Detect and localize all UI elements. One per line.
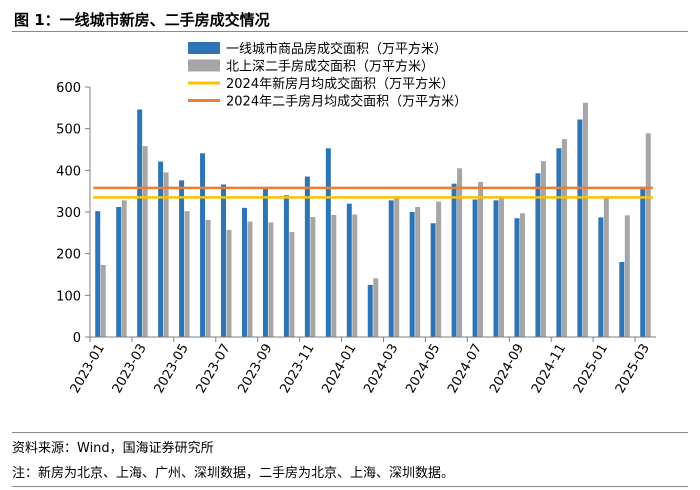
bar-s1-2025-02 bbox=[624, 215, 630, 337]
bar-s1-2023-09 bbox=[268, 222, 274, 337]
y-tick-label-0: 0 bbox=[73, 331, 81, 346]
bar-s0-2024-06 bbox=[451, 183, 457, 337]
x-tick-label-2023-05: 2023-05 bbox=[152, 342, 192, 397]
bar-s0-2024-08 bbox=[493, 200, 499, 337]
bar-s1-2023-05 bbox=[184, 211, 190, 337]
x-tick-label-2024-07: 2024-07 bbox=[445, 342, 485, 397]
average-lines bbox=[93, 186, 653, 199]
legend-label-2: 2024年新房月均成交面积（万平方米） bbox=[226, 76, 454, 92]
bar-s1-2024-08 bbox=[499, 196, 505, 337]
bar-s1-2024-02 bbox=[373, 278, 379, 337]
bar-s1-2024-03 bbox=[394, 197, 400, 337]
legend-label-3: 2024年二手房月均成交面积（万平方米） bbox=[226, 94, 467, 110]
chart: 一线城市商品房成交面积（万平方米） 北上深二手房成交面积（万平方米）2024年新房… bbox=[56, 41, 656, 397]
bar-s1-2024-09 bbox=[519, 213, 525, 337]
bar-s0-2023-11 bbox=[304, 176, 310, 337]
bar-s0-2024-10 bbox=[535, 173, 541, 337]
x-tick-label-2024-01: 2024-01 bbox=[319, 342, 359, 397]
bar-s1-2023-08 bbox=[247, 221, 253, 337]
bar-s1-2023-07 bbox=[226, 229, 232, 337]
x-tick-label-2024-03: 2024-03 bbox=[361, 342, 401, 397]
bar-s1-2024-01 bbox=[352, 214, 358, 337]
bar-s0-2024-04 bbox=[409, 212, 415, 337]
bar-s0-2024-02 bbox=[367, 284, 373, 337]
x-tick-label-2023-01: 2023-01 bbox=[68, 342, 108, 397]
note-text: 注：新房为北京、上海、广州、深圳数据，二手房为北京、上海、深圳数据。 bbox=[12, 466, 455, 481]
y-tick-label-5: 500 bbox=[56, 123, 81, 138]
y-tick-label-6: 600 bbox=[56, 81, 81, 96]
bottom-rule bbox=[12, 486, 688, 487]
bar-s0-2025-01 bbox=[598, 217, 604, 337]
legend-swatch-0 bbox=[188, 42, 220, 54]
bar-s0-2023-03 bbox=[137, 109, 143, 337]
bar-s0-2024-03 bbox=[388, 200, 394, 337]
legend: 一线城市商品房成交面积（万平方米） 北上深二手房成交面积（万平方米）2024年新房… bbox=[188, 41, 467, 110]
bars bbox=[95, 102, 651, 337]
bar-s0-2024-12 bbox=[577, 119, 583, 337]
bar-s0-2023-06 bbox=[200, 153, 206, 337]
y-tick-label-3: 300 bbox=[56, 206, 81, 221]
x-tick-label-2025-01: 2025-01 bbox=[571, 342, 611, 397]
bar-s0-2023-08 bbox=[241, 207, 247, 337]
bar-s0-2023-07 bbox=[221, 184, 227, 337]
bar-s0-2023-02 bbox=[116, 207, 122, 337]
x-tick-label-2023-11: 2023-11 bbox=[277, 342, 317, 397]
bar-s0-2023-12 bbox=[325, 148, 331, 337]
x-tick-label-2025-03: 2025-03 bbox=[613, 342, 653, 397]
x-tick-label-2023-03: 2023-03 bbox=[110, 342, 150, 397]
y-tick-label-4: 400 bbox=[56, 164, 81, 179]
bar-s1-2025-03 bbox=[645, 133, 651, 337]
bar-s1-2024-04 bbox=[415, 207, 421, 337]
bar-s1-2025-01 bbox=[603, 197, 609, 337]
bar-s0-2023-10 bbox=[283, 195, 289, 337]
x-tick-label-2024-11: 2024-11 bbox=[529, 342, 569, 397]
legend-swatch-1 bbox=[188, 59, 220, 72]
y-tick-label-2: 200 bbox=[56, 248, 81, 263]
top-rule bbox=[12, 31, 688, 32]
bar-s0-2025-02 bbox=[619, 262, 625, 337]
bar-s1-2024-06 bbox=[457, 168, 463, 337]
bar-s1-2024-10 bbox=[540, 161, 546, 337]
bar-s1-2023-01 bbox=[100, 264, 106, 337]
x-tick-label-2023-07: 2023-07 bbox=[194, 342, 234, 397]
bar-s1-2024-05 bbox=[436, 201, 442, 337]
x-tick-label-2024-05: 2024-05 bbox=[403, 342, 443, 397]
bar-s0-2023-05 bbox=[179, 180, 185, 337]
bar-s0-2024-11 bbox=[556, 148, 562, 337]
x-axis: 2023-01 2023-03 2023-05 2023-07 2023-09 2023-… bbox=[68, 336, 656, 397]
bar-s0-2023-04 bbox=[158, 161, 164, 337]
bar-s1-2023-06 bbox=[205, 219, 211, 337]
y-tick-label-1: 100 bbox=[56, 289, 81, 304]
bar-s1-2024-12 bbox=[582, 102, 588, 337]
source-text: 资料来源：Wind，国海证券研究所 bbox=[12, 441, 214, 456]
bar-s1-2023-04 bbox=[163, 172, 169, 337]
bar-s1-2024-11 bbox=[561, 139, 567, 337]
bar-s0-2023-09 bbox=[262, 189, 268, 337]
bar-s1-2024-07 bbox=[478, 182, 484, 337]
x-tick-label-2023-09: 2023-09 bbox=[235, 342, 275, 397]
bar-s1-2023-12 bbox=[331, 214, 337, 337]
bar-s0-2023-01 bbox=[95, 211, 101, 337]
bar-s1-2023-03 bbox=[142, 146, 148, 337]
bar-s0-2025-03 bbox=[640, 189, 646, 337]
x-tick-label-2024-09: 2024-09 bbox=[487, 342, 527, 397]
bar-s0-2024-05 bbox=[430, 223, 436, 337]
middle-rule bbox=[12, 432, 688, 433]
legend-label-1: 北上深二手房成交面积（万平方米） bbox=[226, 59, 434, 75]
figure-title: 图 1：一线城市新房、二手房成交情况 bbox=[14, 11, 270, 29]
bar-s0-2024-07 bbox=[472, 199, 478, 337]
bar-s1-2023-10 bbox=[289, 232, 295, 337]
bar-s1-2023-02 bbox=[121, 200, 127, 337]
legend-label-0: 一线城市商品房成交面积（万平方米） bbox=[226, 41, 447, 57]
bar-s0-2024-01 bbox=[346, 203, 352, 337]
bar-s0-2024-09 bbox=[514, 218, 520, 337]
y-axis: 0 100 200 300 400 500 600 bbox=[56, 81, 91, 346]
bar-s1-2023-11 bbox=[310, 217, 316, 337]
